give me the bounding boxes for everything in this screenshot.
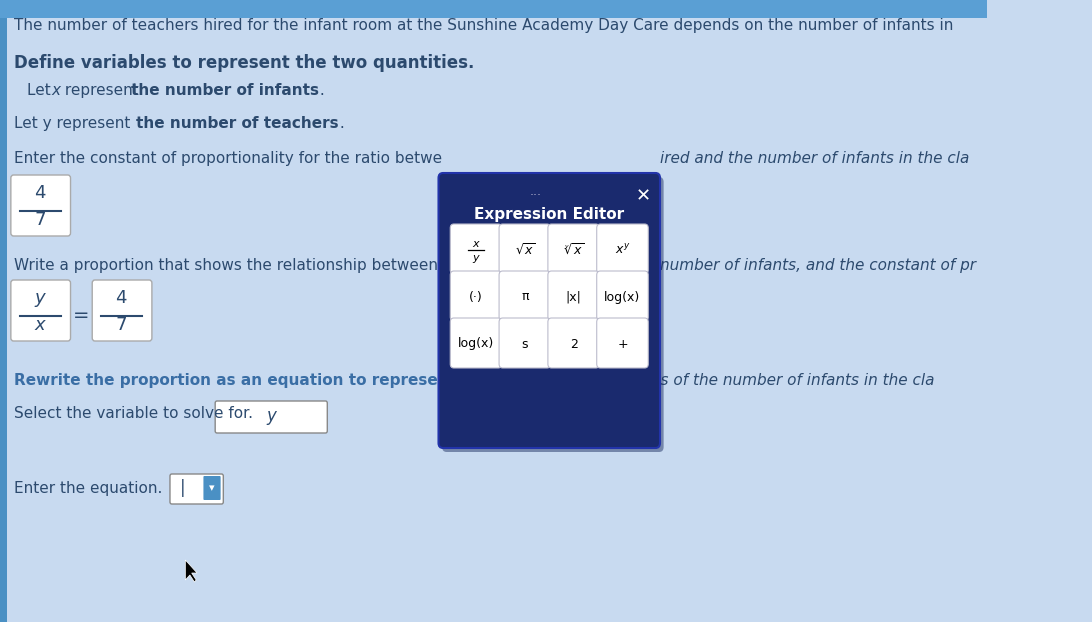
Text: log(x): log(x) [458,338,495,351]
FancyBboxPatch shape [439,173,660,448]
Text: the number of infants: the number of infants [131,83,319,98]
FancyBboxPatch shape [0,0,8,622]
Text: $\sqrt[y]{x}$: $\sqrt[y]{x}$ [563,243,584,258]
FancyBboxPatch shape [499,271,550,321]
Text: Let y represent: Let y represent [13,116,134,131]
FancyBboxPatch shape [499,224,550,274]
Text: the number of teachers: the number of teachers [135,116,339,131]
Text: $x^y$: $x^y$ [615,243,630,257]
Text: π: π [521,290,529,304]
FancyBboxPatch shape [499,318,550,368]
Text: x: x [473,239,479,249]
Text: terms of the number of infants in the cla: terms of the number of infants in the cl… [624,373,935,388]
FancyBboxPatch shape [548,318,600,368]
Text: ✕: ✕ [636,187,651,205]
FancyBboxPatch shape [170,474,224,504]
Text: ...: ... [530,185,542,198]
Text: Let: Let [27,83,56,98]
Text: represent: represent [60,83,143,98]
Text: 7: 7 [116,316,127,334]
Text: .: . [314,83,324,98]
Text: s: s [522,338,529,351]
FancyBboxPatch shape [11,175,71,236]
Text: x: x [51,83,60,98]
Text: |x|: |x| [566,290,582,304]
Text: Define variables to represent the two quantities.: Define variables to represent the two qu… [13,54,474,72]
Text: |: | [180,479,186,497]
FancyBboxPatch shape [215,401,328,433]
Text: 2: 2 [570,338,578,351]
FancyBboxPatch shape [548,224,600,274]
FancyBboxPatch shape [450,271,502,321]
FancyBboxPatch shape [596,271,649,321]
Text: number of infants, and the constant of pr: number of infants, and the constant of p… [660,258,976,273]
Text: y: y [35,289,45,307]
FancyBboxPatch shape [11,280,71,341]
FancyBboxPatch shape [203,476,221,500]
Text: 4: 4 [116,289,127,307]
Text: (·): (·) [470,290,483,304]
FancyBboxPatch shape [442,177,664,452]
Text: The number of teachers hired for the infant room at the Sunshine Academy Day Car: The number of teachers hired for the inf… [13,18,953,33]
Text: Expression Editor: Expression Editor [474,208,625,223]
Text: Select the variable to solve for.: Select the variable to solve for. [13,406,252,421]
Text: $\sqrt{x}$: $\sqrt{x}$ [514,243,535,258]
FancyBboxPatch shape [450,318,502,368]
FancyBboxPatch shape [596,318,649,368]
Text: y: y [473,253,479,263]
Text: 7: 7 [34,211,46,229]
Text: .: . [334,116,344,131]
FancyBboxPatch shape [596,224,649,274]
Text: =: = [73,307,90,325]
Text: y: y [266,407,276,425]
Polygon shape [186,560,197,582]
FancyBboxPatch shape [548,271,600,321]
FancyBboxPatch shape [92,280,152,341]
Text: Rewrite the proportion as an equation to represent t: Rewrite the proportion as an equation to… [13,373,468,388]
Text: ired and the number of infants in the cla: ired and the number of infants in the cl… [660,151,970,166]
Text: 4: 4 [34,184,46,202]
Text: Write a proportion that shows the relationship between: Write a proportion that shows the relati… [13,258,438,273]
Text: Enter the equation.: Enter the equation. [13,481,162,496]
FancyBboxPatch shape [450,224,502,274]
Text: +: + [617,338,628,351]
Text: log(x): log(x) [604,290,641,304]
Text: x: x [35,316,45,334]
Text: ▾: ▾ [209,483,214,493]
Text: Enter the constant of proportionality for the ratio betwe: Enter the constant of proportionality fo… [13,151,441,166]
FancyBboxPatch shape [0,0,987,18]
